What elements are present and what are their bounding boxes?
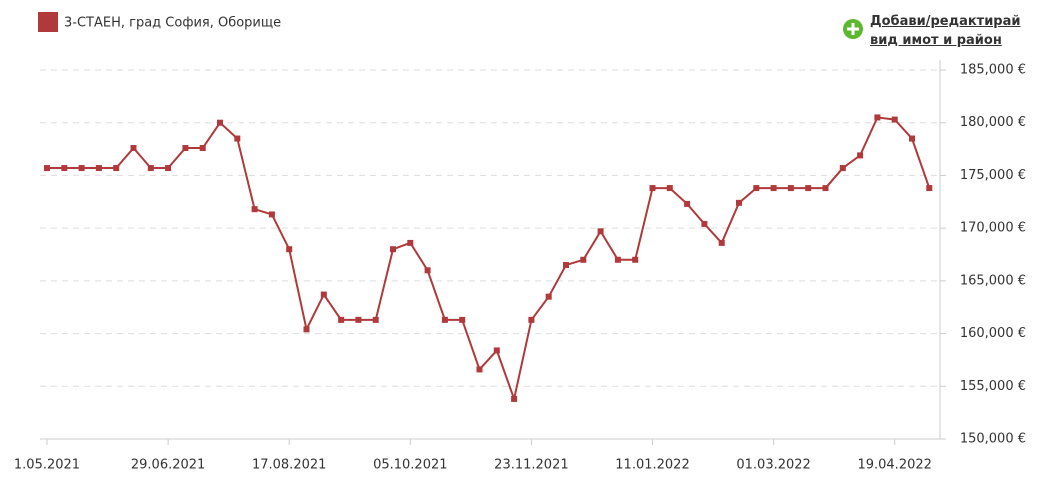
point (390, 246, 396, 253)
point (217, 119, 223, 126)
point (753, 185, 760, 192)
x-tick-label: 17.08.2021 (252, 458, 326, 473)
point (44, 165, 50, 172)
point (130, 145, 137, 152)
point (147, 165, 154, 172)
point (528, 316, 535, 323)
point (113, 165, 120, 172)
y-tick-label: 155,000 € (960, 379, 1026, 394)
point (666, 185, 673, 192)
point (839, 165, 846, 172)
y-tick-label: 160,000 € (960, 326, 1026, 341)
y-tick-label: 170,000 € (960, 221, 1026, 236)
point (286, 246, 293, 253)
point (459, 316, 466, 323)
legend-label: 3-СТАЕН, град София, Оборище (64, 16, 281, 31)
point (874, 114, 881, 121)
link-line[interactable]: Добави/редактирай (870, 14, 1021, 29)
y-tick-label: 150,000 € (960, 432, 1026, 447)
link-text[interactable]: Добави/редактирай вид имот и район (870, 12, 1021, 50)
point (718, 239, 725, 246)
x-tick-label: 05.10.2021 (373, 458, 447, 473)
point (857, 152, 864, 159)
point (736, 199, 742, 206)
point (632, 256, 639, 263)
point (303, 326, 310, 333)
y-tick-label: 180,000 € (960, 115, 1026, 130)
point (563, 262, 569, 269)
point (407, 239, 414, 246)
y-tick-label: 165,000 € (960, 273, 1026, 288)
point (320, 291, 327, 298)
point (338, 316, 345, 323)
x-tick-label: 29.06.2021 (131, 458, 205, 473)
point (701, 220, 708, 227)
point (182, 145, 189, 152)
x-tick-label: 01.03.2022 (736, 458, 810, 473)
series-line (47, 116, 931, 403)
point (614, 256, 621, 263)
link-line[interactable]: вид имот и район (870, 33, 1002, 48)
point (355, 316, 362, 323)
point (61, 165, 68, 172)
add-edit-link[interactable]: Добави/редактирай вид имот и район (842, 12, 1021, 50)
point (95, 165, 102, 172)
point (597, 228, 604, 235)
point (545, 293, 552, 300)
point (580, 256, 587, 263)
point (684, 200, 691, 207)
point (787, 185, 794, 192)
x-tick-label: 19.04.2022 (857, 458, 931, 473)
point (268, 211, 275, 218)
point (476, 366, 483, 373)
y-tick-label: 175,000 € (960, 168, 1026, 183)
add-icon (843, 19, 863, 39)
point (493, 347, 500, 354)
point (199, 145, 206, 152)
point (251, 206, 258, 213)
point (770, 185, 777, 192)
point (424, 267, 431, 274)
point (78, 165, 85, 172)
x-tick-label: 1.05.2021 (14, 458, 80, 473)
point (805, 185, 812, 192)
point (441, 316, 448, 323)
y-tick-label: 185,000 € (960, 63, 1026, 78)
x-tick-label: 23.11.2021 (494, 458, 568, 473)
legend-swatch (38, 12, 58, 32)
point (649, 185, 656, 192)
point (822, 185, 829, 192)
point (372, 316, 379, 323)
point (909, 135, 915, 142)
point (891, 116, 898, 123)
x-tick-label: 11.01.2022 (615, 458, 689, 473)
point (926, 185, 933, 192)
point (165, 165, 172, 172)
point (511, 395, 518, 402)
point (234, 135, 241, 142)
